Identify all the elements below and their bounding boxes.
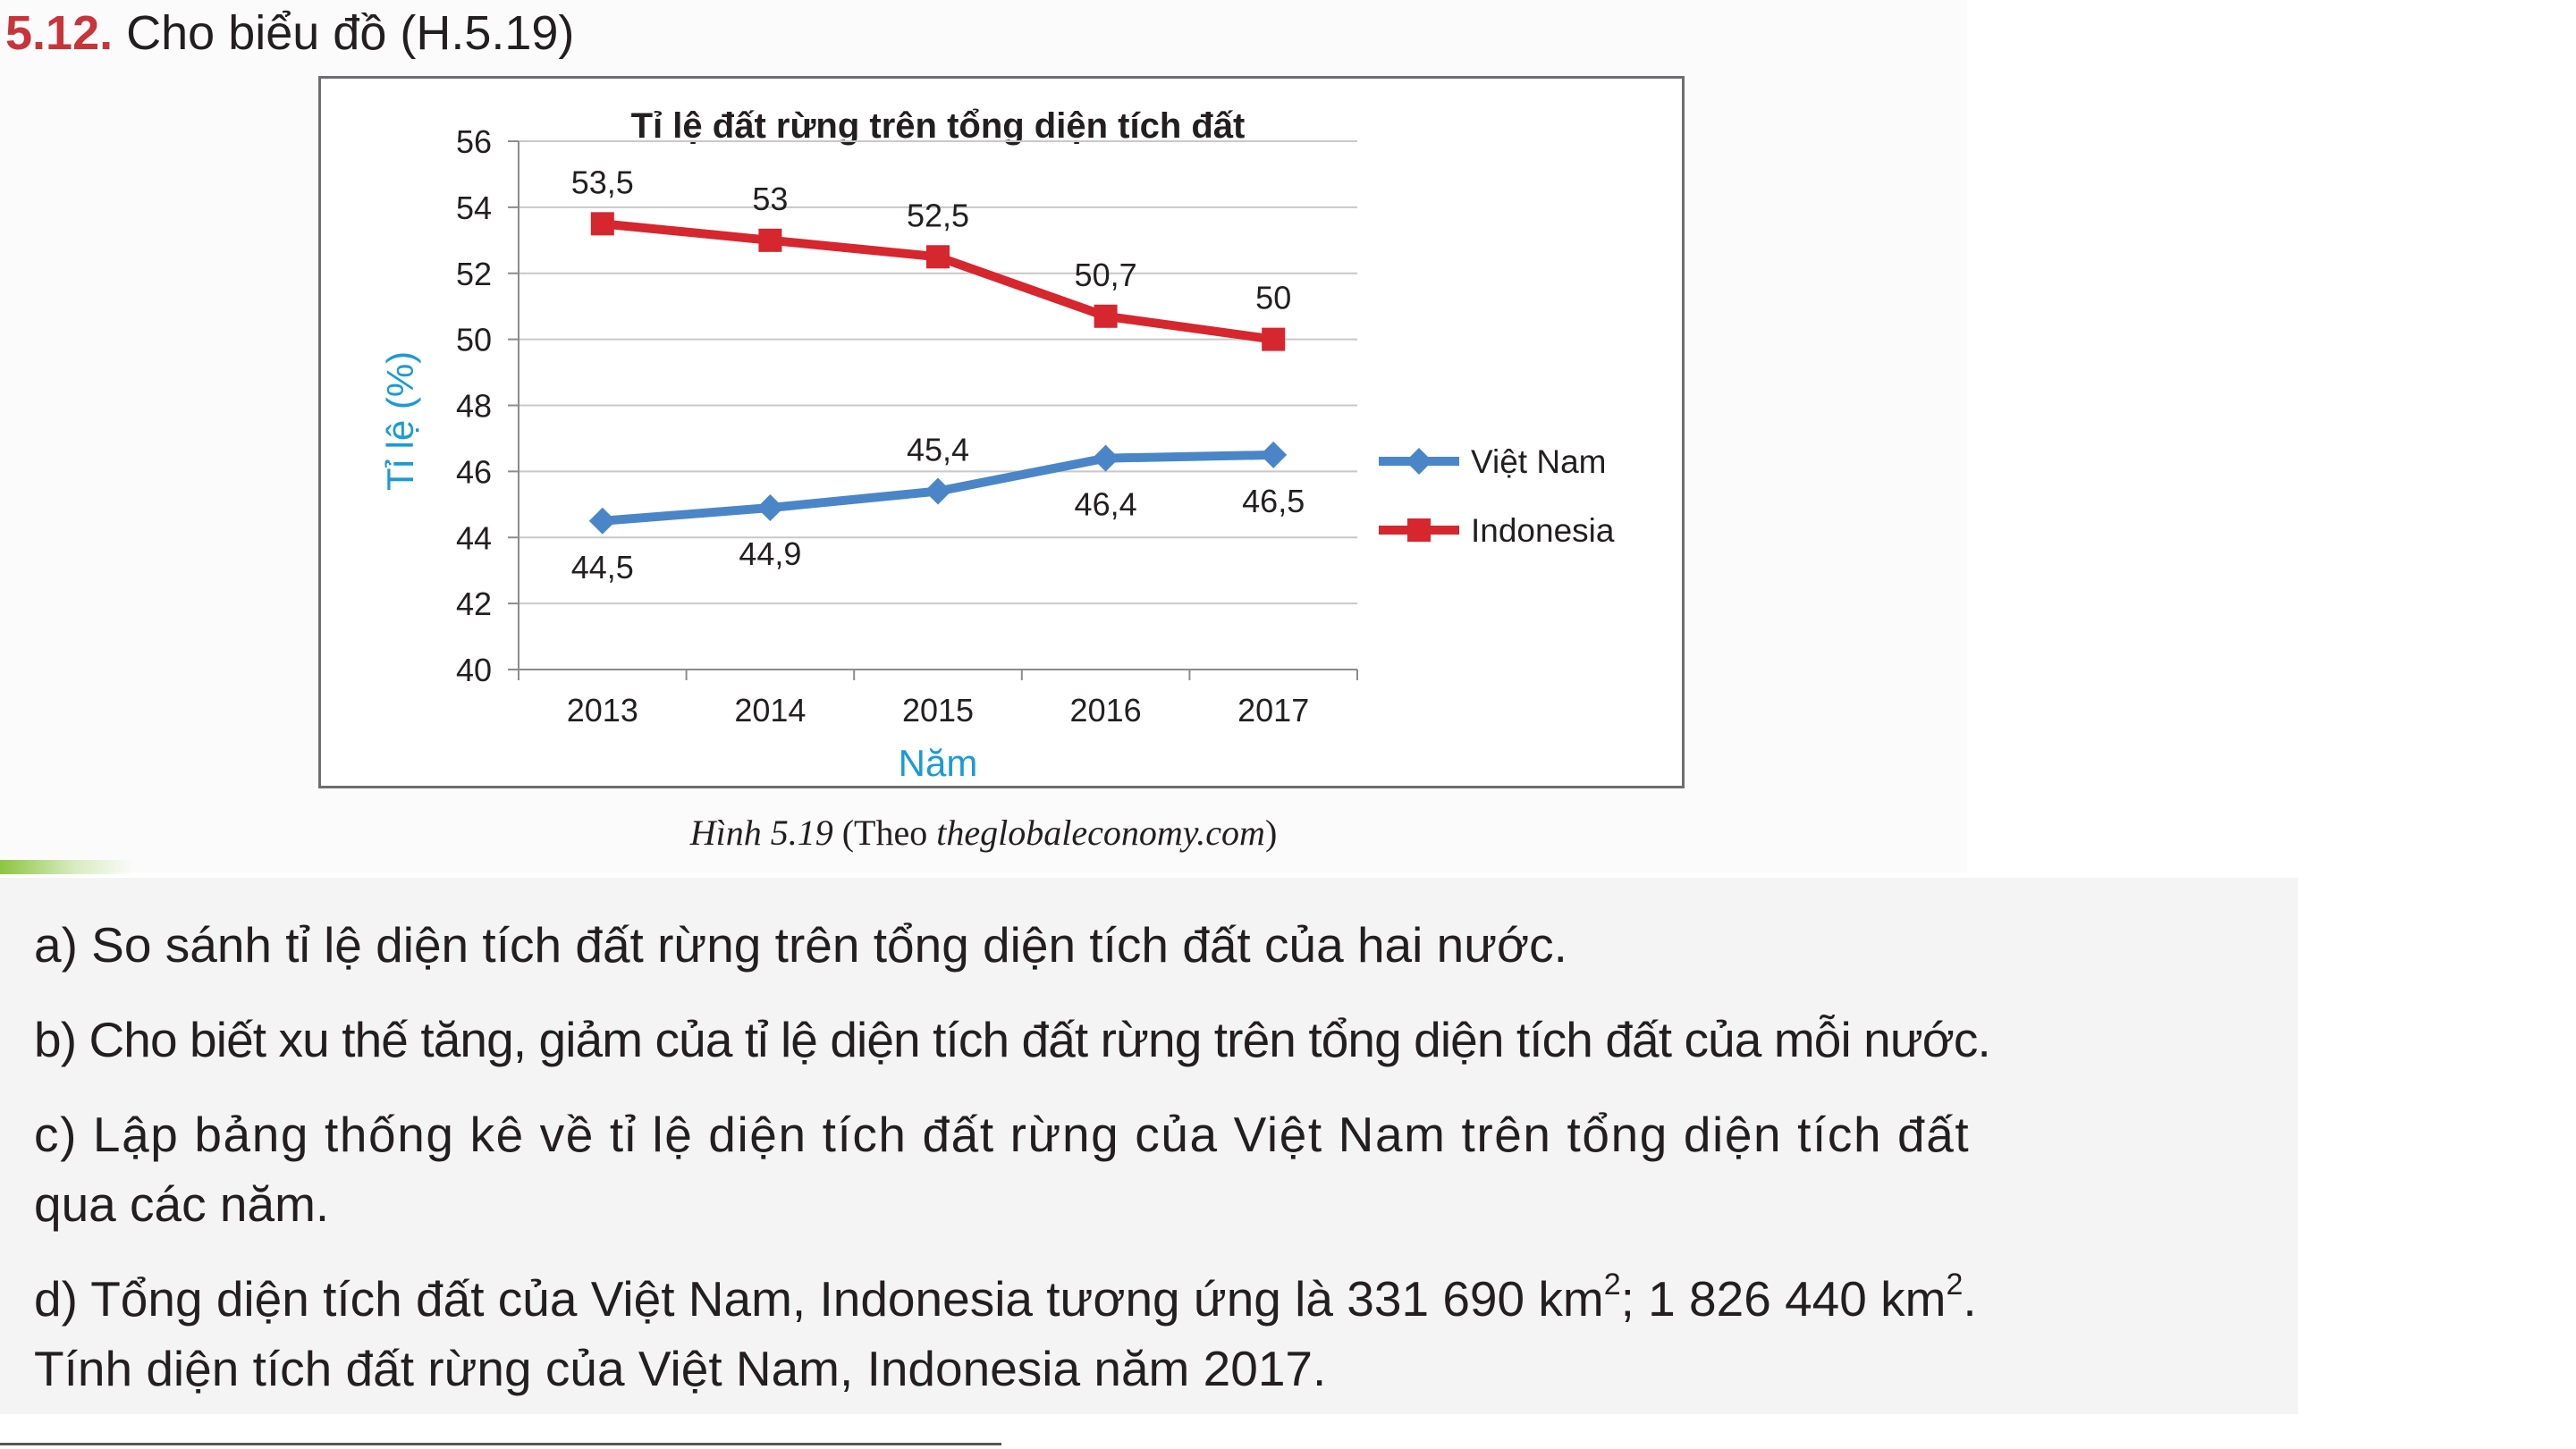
x-tick-label: 2016 <box>1070 692 1142 729</box>
data-point-diamond <box>1260 441 1288 468</box>
question-c-line1: c) Lập bảng thống kê về tỉ lệ diện tích … <box>34 1107 1971 1162</box>
question-d-sup1: 2 <box>1603 1268 1621 1302</box>
data-label: 50 <box>1255 280 1291 316</box>
y-tick-label: 48 <box>456 388 492 425</box>
data-label: 44,9 <box>739 535 801 572</box>
question-c-line2: qua các năm. <box>34 1176 330 1232</box>
exercise-heading: 5.12. Cho biểu đồ (H.5.19) <box>5 5 574 61</box>
legend-marker-diamond <box>1406 448 1432 475</box>
data-label: 44,5 <box>571 549 634 585</box>
data-point-diamond <box>588 507 616 535</box>
question-a: a) So sánh tỉ lệ diện tích đất rừng trên… <box>34 917 1567 973</box>
line-chart: Tỉ lệ đất rừng trên tổng diện tích đất 40… <box>379 106 1615 784</box>
data-label: 53,5 <box>571 164 634 200</box>
data-point-diamond <box>925 477 951 505</box>
y-tick-label: 56 <box>456 123 492 160</box>
data-label: 52,5 <box>907 197 969 233</box>
x-tick-label: 2014 <box>734 692 806 729</box>
x-tick-label: 2015 <box>902 692 974 729</box>
y-axis-title: Tỉ lệ (%) <box>379 351 421 491</box>
legend-label: Indonesia <box>1471 512 1615 549</box>
chart-frame: Tỉ lệ đất rừng trên tổng diện tích đất 40… <box>318 76 1685 788</box>
x-tick-label: 2017 <box>1237 692 1309 729</box>
data-label: 46,5 <box>1242 483 1305 519</box>
figure-caption: Hình 5.19 (Theo theglobaleconomy.com) <box>0 812 1967 854</box>
legend-label: Việt Nam <box>1471 443 1607 480</box>
data-point-square <box>590 212 614 236</box>
data-label: 53 <box>752 181 788 217</box>
legend-marker-square <box>1407 518 1431 542</box>
data-point-diamond <box>1092 444 1119 472</box>
caption-source-suffix: ) <box>1264 813 1278 853</box>
data-label: 46,4 <box>1075 486 1137 523</box>
y-tick-label: 46 <box>456 453 492 490</box>
caption-figure: Hình 5.19 <box>689 813 833 853</box>
y-tick-label: 42 <box>456 585 492 622</box>
question-d-line1: d) Tổng diện tích đất của Việt Nam, Indo… <box>34 1264 1977 1334</box>
y-tick-label: 54 <box>456 190 492 226</box>
data-point-square <box>1262 327 1286 351</box>
data-label: 45,4 <box>907 432 969 468</box>
question-d-sup2: 2 <box>1946 1268 1964 1302</box>
data-point-diamond <box>756 494 784 522</box>
exercise-text: Cho biểu đồ (H.5.19) <box>126 6 575 60</box>
questions-panel <box>0 878 2298 1414</box>
y-tick-label: 44 <box>456 519 492 556</box>
question-d-part1: d) Tổng diện tích đất của Việt Nam, Indo… <box>34 1271 1604 1327</box>
data-label: 50,7 <box>1075 257 1137 293</box>
chart-title: Tỉ lệ đất rừng trên tổng diện tích đất <box>631 106 1246 146</box>
question-d-part2: ; 1 826 440 km <box>1620 1271 1947 1327</box>
caption-source-site: theglobaleconomy.com <box>936 813 1265 853</box>
y-tick-label: 50 <box>456 322 492 358</box>
accent-bar <box>0 860 134 874</box>
y-tick-label: 52 <box>456 256 492 292</box>
data-point-square <box>926 245 950 269</box>
y-tick-label: 40 <box>456 652 492 688</box>
caption-source-prefix: (Theo <box>841 813 937 853</box>
x-axis-title: Năm <box>899 742 978 784</box>
bottom-rule <box>0 1443 1001 1445</box>
question-b: b) Cho biết xu thế tăng, giảm của tỉ lệ … <box>34 1012 1991 1067</box>
exercise-number: 5.12. <box>5 6 114 60</box>
question-d-part3: . <box>1963 1271 1977 1327</box>
x-tick-label: 2013 <box>567 692 638 729</box>
data-point-square <box>758 228 782 252</box>
question-d-line2: Tính diện tích đất rừng của Việt Nam, In… <box>34 1341 1327 1396</box>
series-line <box>602 219 1274 344</box>
data-point-square <box>1094 304 1118 328</box>
